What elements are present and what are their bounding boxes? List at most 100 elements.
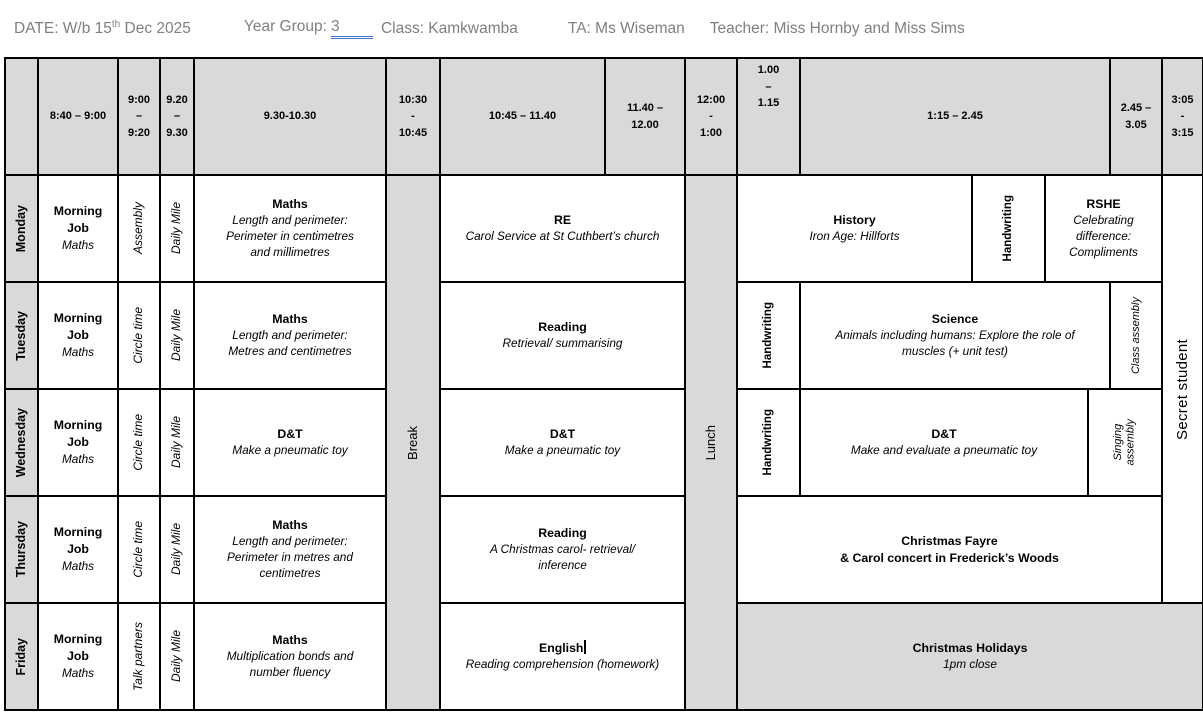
thursday-daily-mile-label: Daily Mile <box>169 523 184 576</box>
wednesday-circle-time[interactable]: Circle time <box>118 389 160 496</box>
time-header-1200-100: 12:00 - 1:00 <box>685 58 737 175</box>
time-header-0840-0900-label: 8:40 – 9:00 <box>49 110 107 123</box>
day-label-wednesday: Wednesday <box>5 389 38 496</box>
wednesday-dt-midday[interactable]: D&T Make a pneumatic toy <box>440 389 685 496</box>
secret-student-column-label: Secret student <box>1173 338 1191 440</box>
wednesday-dt-afternoon-subtitle: Make and evaluate a pneumatic toy <box>850 443 1038 458</box>
date-field: DATE: W/b 15th Dec 2025 <box>14 18 191 38</box>
monday-re-subtitle: Carol Service at St Cuthbert’s church <box>465 229 660 244</box>
tuesday-handwriting[interactable]: Handwriting <box>737 282 800 389</box>
tuesday-circle-time-label: Circle time <box>131 307 146 364</box>
day-label-tuesday-label: Tuesday <box>14 310 29 361</box>
monday-re[interactable]: RE Carol Service at St Cuthbert’s church <box>440 175 685 282</box>
monday-morning-job-subtitle: Maths <box>61 237 95 252</box>
wednesday-dt-morning[interactable]: D&T Make a pneumatic toy <box>194 389 386 496</box>
class-field: Class: Kamkwamba <box>380 19 518 37</box>
year-group-value[interactable]: 3 <box>330 19 373 39</box>
wednesday-dt-afternoon[interactable]: D&T Make and evaluate a pneumatic toy <box>800 389 1088 496</box>
day-label-monday-label: Monday <box>14 204 29 253</box>
monday-assembly[interactable]: Assembly <box>118 175 160 282</box>
tuesday-maths-title: Maths <box>272 311 308 326</box>
wednesday-morning-job-title: Morning Job <box>53 418 103 450</box>
day-label-wednesday-label: Wednesday <box>14 407 29 478</box>
lunch-column-label: Lunch <box>702 424 718 461</box>
thursday-reading-title: Reading <box>538 525 587 540</box>
tuesday-reading-subtitle: Retrieval/ summarising <box>502 336 623 351</box>
tuesday-class-assembly[interactable]: Class assembly <box>1110 282 1162 389</box>
teacher-field: Teacher: Miss Hornby and Miss Sims <box>709 19 965 37</box>
friday-english-title: English <box>539 639 586 657</box>
wednesday-morning-job[interactable]: Morning Job Maths <box>38 389 118 496</box>
monday-maths[interactable]: Maths Length and perimeter: Perimeter in … <box>194 175 386 282</box>
wednesday-circle-time-label: Circle time <box>131 414 146 471</box>
tuesday-science[interactable]: Science Animals including humans: Explore… <box>800 282 1110 389</box>
time-header-1140-1200: 11.40 – 12.00 <box>605 58 685 175</box>
monday-handwriting-label: Handwriting <box>1001 195 1014 262</box>
monday-daily-mile-label: Daily Mile <box>169 202 184 255</box>
time-header-245-305-label: 2.45 – 3.05 <box>1120 102 1152 131</box>
monday-history-subtitle: Iron Age: Hillforts <box>809 229 900 244</box>
time-header-1030-1045: 10:30 - 10:45 <box>386 58 440 175</box>
friday-morning-job-title: Morning Job <box>53 632 103 664</box>
thursday-maths[interactable]: Maths Length and perimeter: Perimeter in … <box>194 496 386 603</box>
friday-christmas-holidays[interactable]: Christmas Holidays 1pm close <box>737 603 1203 710</box>
day-label-friday: Friday <box>5 603 38 710</box>
friday-morning-job[interactable]: Morning Job Maths <box>38 603 118 710</box>
time-header-0840-0900: 8:40 – 9:00 <box>38 58 118 175</box>
monday-handwriting[interactable]: Handwriting <box>972 175 1045 282</box>
friday-english-subtitle: Reading comprehension (homework) <box>465 657 660 672</box>
ta-field: TA: Ms Wiseman <box>567 19 685 37</box>
thursday-reading[interactable]: Reading A Christmas carol- retrieval/ inf… <box>440 496 685 603</box>
monday-re-title: RE <box>553 212 572 227</box>
thursday-morning-job-subtitle: Maths <box>61 558 95 573</box>
day-label-thursday: Thursday <box>5 496 38 603</box>
break-column: Break <box>386 175 440 710</box>
time-header-115-245-label: 1:15 – 2.45 <box>927 110 983 123</box>
wednesday-daily-mile-label: Daily Mile <box>169 416 184 469</box>
thursday-circle-time[interactable]: Circle time <box>118 496 160 603</box>
day-label-friday-label: Friday <box>14 637 29 676</box>
time-header-115-245: 1:15 – 2.45 <box>800 58 1110 175</box>
time-header-1200-100-label: 12:00 - 1:00 <box>696 93 726 139</box>
wednesday-dt-midday-title: D&T <box>549 426 576 441</box>
monday-daily-mile[interactable]: Daily Mile <box>160 175 194 282</box>
time-header-1045-1140: 10:45 – 11.40 <box>440 58 605 175</box>
time-header-100-115-label: 1.00 – 1.15 <box>757 64 780 109</box>
thursday-morning-job[interactable]: Morning Job Maths <box>38 496 118 603</box>
thursday-christmas-fayre[interactable]: Christmas Fayre & Carol concert in Frede… <box>737 496 1162 603</box>
wednesday-handwriting[interactable]: Handwriting <box>737 389 800 496</box>
monday-history-title: History <box>833 212 876 227</box>
time-header-0930-1030-label: 9.30-10.30 <box>263 110 317 123</box>
day-label-thursday-label: Thursday <box>14 521 29 578</box>
monday-morning-job[interactable]: Morning Job Maths <box>38 175 118 282</box>
tuesday-daily-mile[interactable]: Daily Mile <box>160 282 194 389</box>
document-header: DATE: W/b 15th Dec 2025 Year Group: 3 Cla… <box>0 0 1203 57</box>
time-header-245-305: 2.45 – 3.05 <box>1110 58 1162 175</box>
thursday-daily-mile[interactable]: Daily Mile <box>160 496 194 603</box>
corner-cell <box>5 58 38 175</box>
tuesday-morning-job-title: Morning Job <box>53 311 103 343</box>
tuesday-reading[interactable]: Reading Retrieval/ summarising <box>440 282 685 389</box>
wednesday-daily-mile[interactable]: Daily Mile <box>160 389 194 496</box>
tuesday-handwriting-label: Handwriting <box>761 302 774 369</box>
time-header-100-115: 1.00 – 1.15 <box>737 58 800 175</box>
monday-history[interactable]: History Iron Age: Hillforts <box>737 175 972 282</box>
friday-english[interactable]: English Reading comprehension (homework) <box>440 603 685 710</box>
monday-rshe[interactable]: RSHE Celebrating difference: Compliments <box>1045 175 1162 282</box>
monday-morning-job-title: Morning Job <box>53 204 103 236</box>
friday-maths[interactable]: Maths Multiplication bonds and number flu… <box>194 603 386 710</box>
tuesday-circle-time[interactable]: Circle time <box>118 282 160 389</box>
tuesday-morning-job-subtitle: Maths <box>61 344 95 359</box>
friday-daily-mile-label: Daily Mile <box>169 630 184 683</box>
text-cursor <box>584 639 586 654</box>
time-header-0900-0920: 9:00 – 9:20 <box>118 58 160 175</box>
break-column-label: Break <box>404 425 420 460</box>
tuesday-maths[interactable]: Maths Length and perimeter: Metres and ce… <box>194 282 386 389</box>
friday-daily-mile[interactable]: Daily Mile <box>160 603 194 710</box>
wednesday-singing-assembly[interactable]: Singing assembly <box>1088 389 1162 496</box>
friday-talk-partners[interactable]: Talk partners <box>118 603 160 710</box>
tuesday-morning-job[interactable]: Morning Job Maths <box>38 282 118 389</box>
wednesday-dt-afternoon-title: D&T <box>931 426 957 441</box>
monday-rshe-subtitle: Celebrating difference: Compliments <box>1069 213 1138 260</box>
thursday-christmas-fayre-title: Christmas Fayre & Carol concert in Frede… <box>840 533 1059 565</box>
